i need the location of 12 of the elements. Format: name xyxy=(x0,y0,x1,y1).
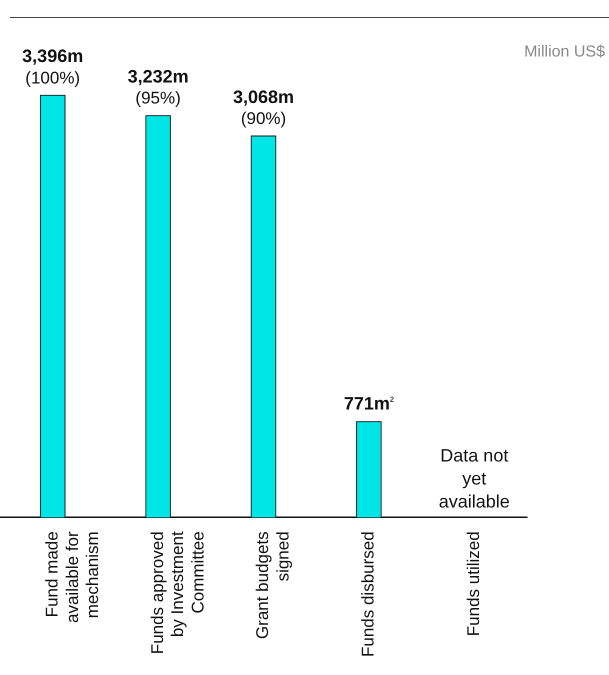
x-tick-label: Fund made available for mechanism xyxy=(42,530,102,623)
annotation: (95%) xyxy=(135,88,181,108)
annotation: (90%) xyxy=(240,109,286,128)
annotation: Data not yet available xyxy=(438,445,510,512)
x-tick-label: Grant budgets signed xyxy=(253,531,293,640)
data-label: 3,396m xyxy=(22,46,84,66)
annotation: (100%) xyxy=(25,68,80,88)
annotation: Million US$ xyxy=(524,43,606,60)
x-tick-label: Funds utilized xyxy=(464,531,483,636)
data-label: 3,232m xyxy=(128,66,189,86)
x-tick-label: Funds disbursed xyxy=(358,531,378,658)
data-label: 3,068m xyxy=(232,86,294,107)
